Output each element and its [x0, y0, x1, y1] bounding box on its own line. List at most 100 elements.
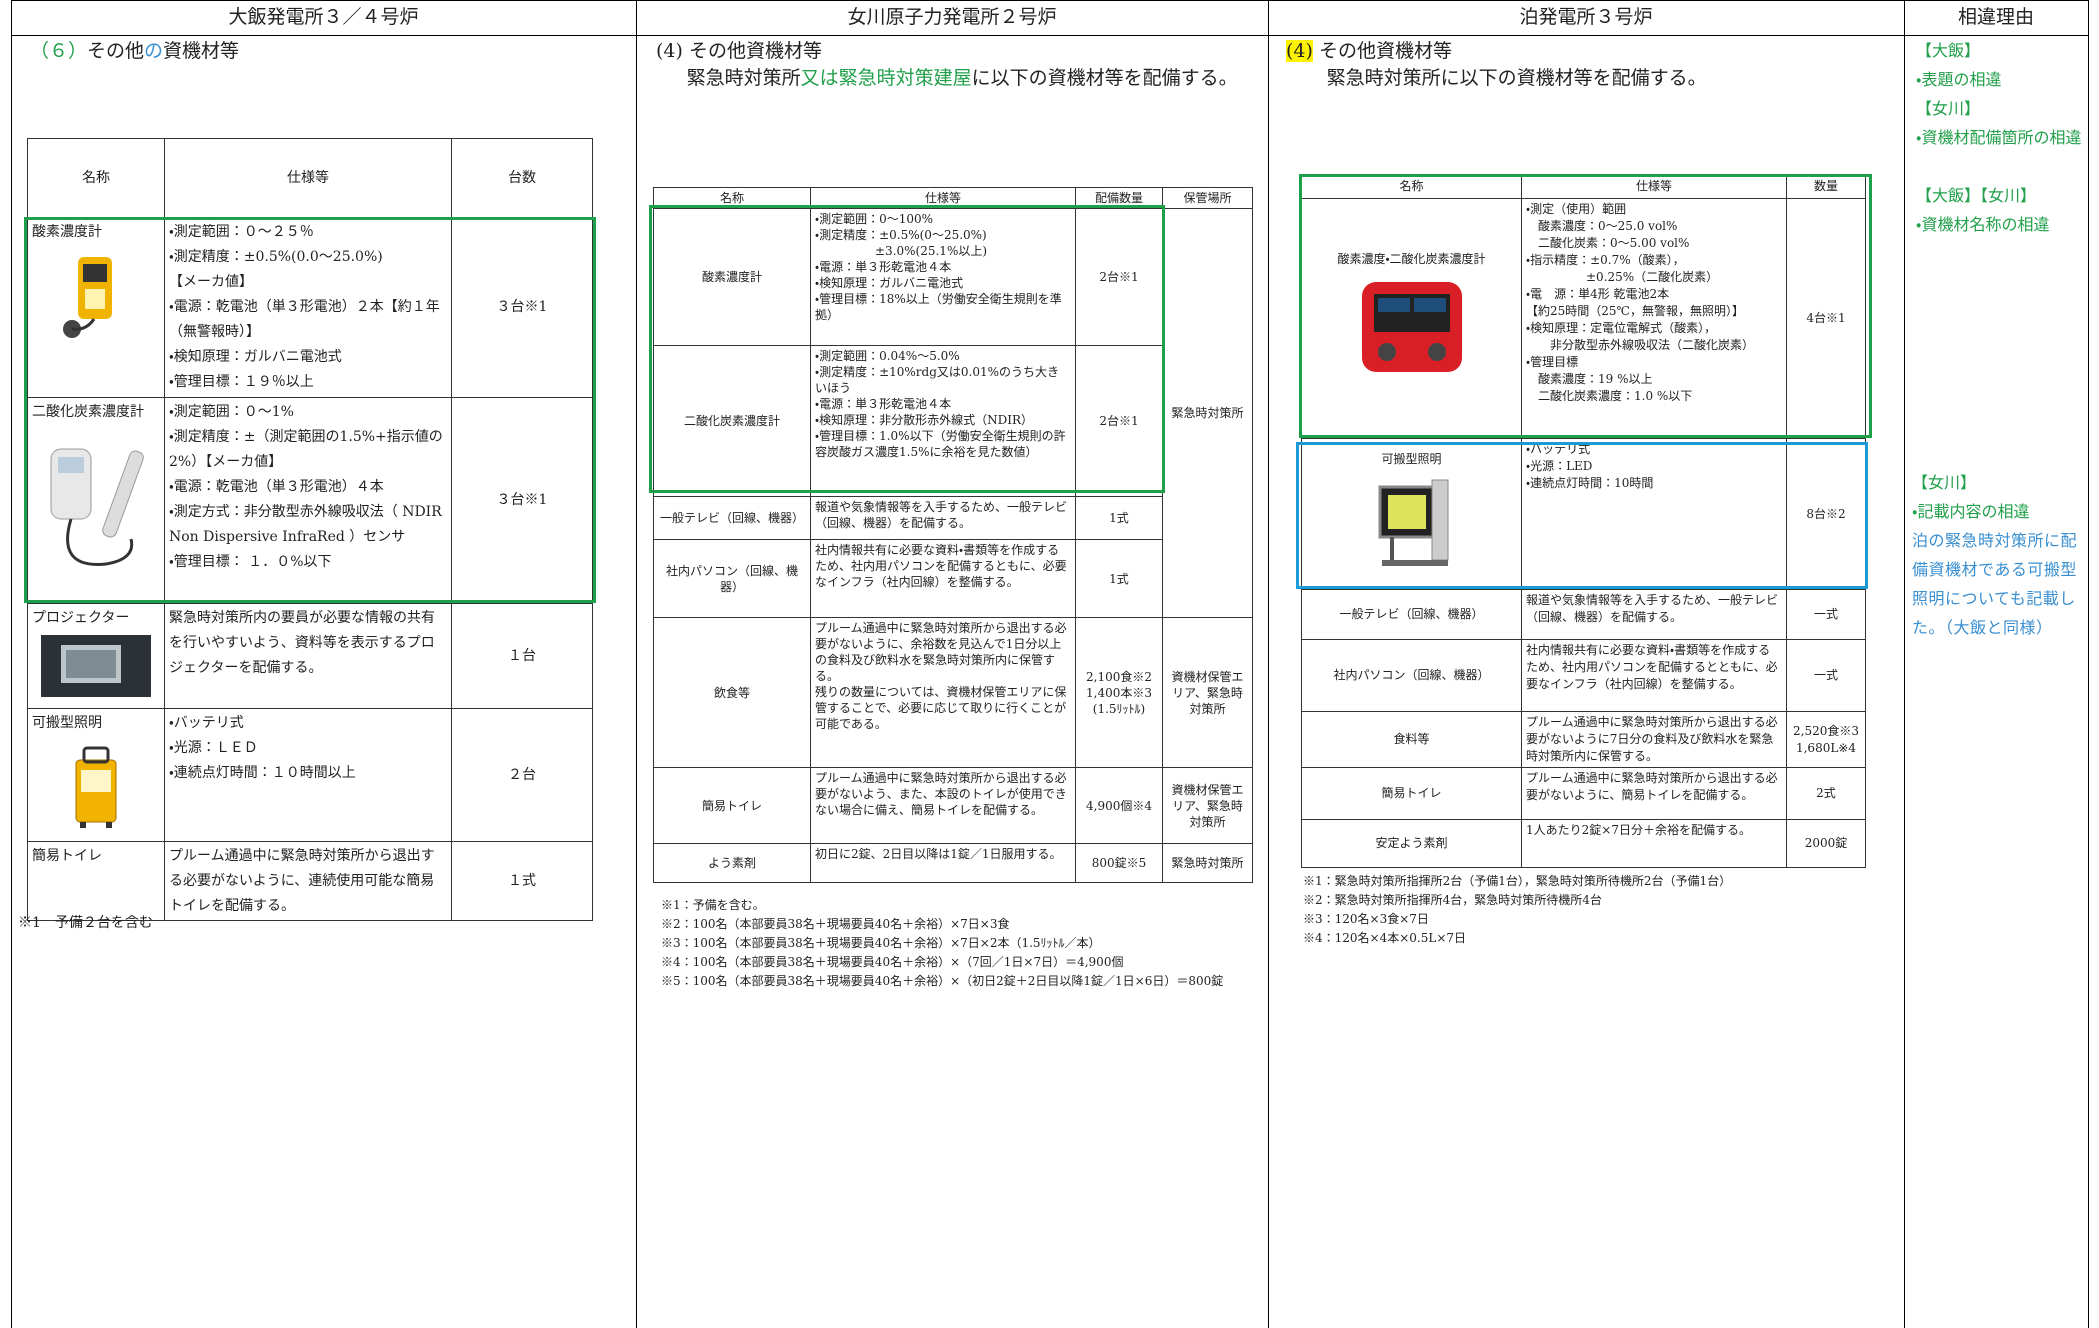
count-line: ３台※1 — [496, 492, 548, 508]
name-cell: 可搬型照明 — [1301, 438, 1522, 590]
rule — [11, 0, 2089, 1]
cell-box: ・バッテリ式 ・光源：LED ・連続点灯時間：10時間 — [1526, 441, 1782, 492]
spec-line: ・管理目標： １．０%以下 — [169, 554, 332, 570]
rule — [2088, 0, 2089, 1328]
name-cell: プロジェクター — [27, 603, 165, 709]
item-name: 飲食等 — [713, 685, 750, 700]
name-cell: よう素剤 — [653, 843, 811, 883]
spec-line: ・測定方式：非分散型赤外線吸収法（ NDIR Non Dispersive In… — [169, 504, 442, 545]
name-cell: 二酸化炭素濃度計 — [27, 397, 165, 604]
spec-line: ・管理目標 — [1526, 355, 1579, 369]
footnote: ※4：120名×4本×0.5L×7日 — [1303, 931, 1467, 945]
spec-cell: 初日に2錠、2日目以降は1錠／1日服用する。 — [810, 843, 1076, 883]
heading-part: その他 — [87, 40, 145, 62]
reason-line: ・表題の相違 — [1916, 70, 2002, 89]
column-header: 泊発電所３号炉 — [1519, 6, 1653, 28]
reasons: 【女川】 ・記載内容の相違 泊の緊急時対策所に配備資機材である可搬型照明について… — [1912, 468, 2084, 642]
reason-line: 【大飯】【女川】 — [1916, 186, 2037, 205]
item-name: 酸素濃度計 — [701, 270, 762, 284]
header-cell: 数量 — [1786, 174, 1866, 199]
intro-part: 又は緊急時対策建屋 — [800, 67, 972, 89]
reason-line: 【大飯】 — [1916, 41, 1981, 60]
table-row: 社内パソコン（回線、機器） 社内情報共有に必要な資料・書類等を作成するため、社内用… — [653, 539, 1253, 618]
heading-part: (4) — [1286, 40, 1313, 62]
spec-cell: ・測定範囲：０～２５％ ・測定精度：±0.5%(0.0～25.0%) 【メーカ値】・… — [164, 217, 452, 398]
location-cell: 緊急時対策所 — [1162, 208, 1253, 618]
spec-cell: ・バッテリ式 ・光源：ＬＥＤ ・連続点灯時間：１０時間以上 — [164, 708, 452, 842]
cell-box: 社内情報共有に必要な資料・書類等を作成するため、社内用パソコンを配備するとともに… — [1526, 642, 1782, 693]
heading-part: の — [144, 40, 164, 62]
count-line: 2台※1 — [1099, 270, 1139, 284]
cell-box: プルーム通過中に緊急時対策所から退出する必要がないように、簡易トイレを配備する。 — [1526, 770, 1782, 804]
count-cell: 2,520食※3 1,680L※4 — [1786, 711, 1866, 768]
spec-cell: プルーム通過中に緊急時対策所から退出する必要がないように、余裕数を見込んで1日分… — [810, 617, 1076, 768]
spec-line: ・電 源：単4形 乾電池2本 — [1526, 287, 1670, 301]
cell-box: 社内情報共有に必要な資料・書類等を作成するため、社内用パソコンを配備するともに、… — [815, 542, 1071, 590]
item-photo — [32, 429, 160, 588]
spec-line: ・電源：乾電池（単３形電池）２本【約１年（無警報時）】 — [169, 299, 440, 340]
spec-line: 酸素濃度：0～25.0 vol% — [1526, 219, 1678, 233]
cell-box: 緊急時対策所内の要員が必要な情報の共有を行いやすいよう、資料等を表示するプロジェ… — [169, 606, 447, 681]
item-name: 酸素濃度・二酸化炭素濃度計 — [1337, 251, 1486, 266]
spec-line: 社内情報共有に必要な資料・書類等を作成するため、社内用パソコンを配備するともに、… — [815, 543, 1067, 589]
table-row: 二酸化炭素濃度計 ・測定範囲：0.04%～5.0% ・測定精度：±10%rdg又は0… — [653, 345, 1253, 497]
table-row: 社内パソコン（回線、機器） 社内情報共有に必要な資料・書類等を作成するため、社内用… — [1301, 639, 1866, 712]
count-line: 4台※1 — [1806, 311, 1846, 325]
spec-line: 【約25時間（25℃，無警報，無照明）】 — [1526, 304, 1744, 318]
rule — [1268, 0, 1269, 1328]
spec-line: 残りの数量については、資機材保管エリアに保管することで、必要に応じて取りに行くこ… — [815, 685, 1067, 731]
spec-cell: プルーム通過中に緊急時対策所から退出する必要がないように7日分の食料及び飲料水を… — [1521, 711, 1787, 768]
location-cell: 緊急時対策所 — [1162, 843, 1253, 883]
spec-line: ・測定範囲：０～1% — [169, 404, 294, 420]
spec-cell: ・測定範囲：０～1% ・測定精度：±（測定範囲の1.5%+指示値の2%）【メーカ値… — [164, 397, 452, 604]
spec-cell: ・測定範囲：0～100% ・測定精度：±0.5%(0～25.0%) ±3.0%(2… — [810, 208, 1076, 346]
item-name: 可搬型照明 — [32, 715, 102, 731]
heading-part: その他資機材等 — [1312, 40, 1452, 62]
cell-box: プルーム通過中に緊急時対策所から退出する必要がないように、余裕数を見込んで1日分… — [815, 620, 1071, 732]
spec-table: 名称 仕様等 配備数量 保管場所 酸素濃度計 ・測定範囲：0～100% ・測定精度：±0.5… — [653, 187, 1253, 883]
header-cell: 名称 — [653, 187, 811, 209]
name-cell: 一般テレビ（回線、機器） — [1301, 589, 1522, 640]
spec-line: ・光源：LED — [1526, 459, 1593, 473]
count-cell: 2000錠 — [1786, 819, 1866, 868]
header-row: 名称 仕様等 台数 — [27, 138, 593, 218]
spec-line: ±0.25%（二酸化炭素） — [1526, 270, 1719, 284]
count-line: 一式 — [1813, 607, 1838, 621]
spec-line: ・指示精度：±0.7%（酸素）， — [1526, 253, 1685, 267]
spec-line: ・測定精度：±0.5%(0～25.0%) — [815, 228, 987, 242]
count-line: 2台※1 — [1099, 414, 1139, 428]
spec-cell: ・測定範囲：0.04%～5.0% ・測定精度：±10%rdg又は0.01%のうち大… — [810, 345, 1076, 497]
count-line: 1式 — [1109, 571, 1129, 586]
section-heading: (4) その他資機材等 — [656, 40, 822, 62]
reason-line: ・資機材名称の相違 — [1916, 215, 2050, 234]
count-line: ３台※1 — [496, 299, 548, 315]
table-row: 可搬型照明 ・バッテリ式 ・光源：ＬＥＤ ・連続点灯時間：１０時間以上 ２台 — [27, 708, 593, 842]
spec-cell: プルーム通過中に緊急時対策所から退出する必要がないように、連続使用可能な簡易トイ… — [164, 841, 452, 921]
count-cell: 2台※1 — [1075, 208, 1163, 346]
item-name: 社内パソコン（回線、機器） — [1333, 668, 1490, 682]
count-line: 1,680L※4 — [1795, 740, 1856, 755]
cell-box: プルーム通過中に緊急時対策所から退出する必要がないよう、また、本設のトイレが使用… — [815, 770, 1071, 818]
reason-line: ・資機材配備箇所の相違 — [1916, 128, 2082, 147]
spec-table: 名称 仕様等 数量 酸素濃度・二酸化炭素濃度計 ・測定（使用）範囲 酸素濃度：0～25.… — [1301, 174, 1866, 868]
intro-text: 緊急時対策所に以下の資機材等を配備する。 — [1326, 67, 1707, 89]
name-cell: 可搬型照明 — [27, 708, 165, 842]
count-cell: １式 — [451, 841, 593, 921]
spec-line: ・管理目標：１９％以上 — [169, 374, 314, 390]
spec-line: ±3.0%(25.1%以上) — [815, 244, 988, 258]
count-line: 2,520食※3 — [1793, 723, 1859, 738]
footnotes: ※1：予備を含む。 ※2：100名（本部要員38名＋現場要員40名＋余裕）×7日×… — [661, 896, 1223, 991]
spec-line: ・検知原理：ガルバニ電池式 — [169, 349, 342, 365]
spec-line: プルーム通過中に緊急時対策所から退出する必要がないように、連続使用可能な簡易トイ… — [169, 848, 435, 914]
header-cell: 台数 — [451, 138, 593, 218]
spec-cell: プルーム通過中に緊急時対策所から退出する必要がないよう、また、本設のトイレが使用… — [810, 767, 1076, 844]
rule — [1904, 0, 1905, 1328]
spec-cell: ・測定（使用）範囲 酸素濃度：0～25.0 vol% 二酸化炭素：0～5.00 … — [1521, 198, 1787, 439]
spec-line: プルーム通過中に緊急時対策所から退出する必要がないように、余裕数を見込んで1日分… — [815, 621, 1067, 683]
count-cell: 8台※2 — [1786, 438, 1866, 590]
name-cell: 簡易トイレ — [653, 767, 811, 844]
spec-line: ・測定精度：±（測定範囲の1.5%+指示値の2%）【メーカ値】 — [169, 429, 443, 470]
spec-line: 酸素濃度：19 %以上 — [1526, 372, 1653, 386]
spec-cell: プルーム通過中に緊急時対策所から退出する必要がないように、簡易トイレを配備する。 — [1521, 767, 1787, 820]
